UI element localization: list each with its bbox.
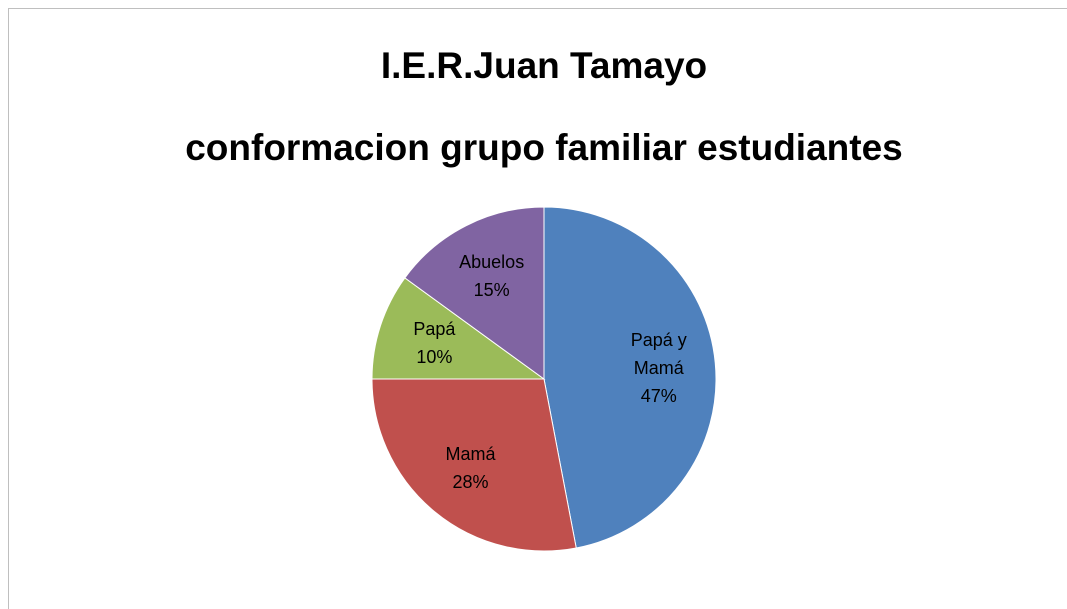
category-label: Papá y Mamá: [630, 330, 687, 379]
chart-title: conformacion grupo familiar estudiantes: [185, 127, 903, 168]
chart-title: I.E.R.Juan Tamayo: [381, 45, 707, 86]
slice-label: Papá y Mamá 47%: [617, 326, 701, 410]
category-label: Abuelos: [459, 252, 525, 273]
category-label: Mamá: [445, 443, 496, 464]
category-label: Papá: [413, 319, 456, 340]
value-label: 15%: [473, 280, 510, 301]
slice-label: Abuelos 15%: [450, 248, 534, 304]
pie-slice: [371, 277, 546, 380]
pie-slice: [371, 378, 577, 552]
value-label: 28%: [452, 471, 489, 492]
value-label: 10%: [416, 347, 453, 368]
pie-slice: [543, 206, 717, 549]
slice-label: Papá 10%: [392, 315, 476, 371]
value-label: 47%: [640, 386, 677, 407]
pie-slice: [404, 206, 545, 380]
slice-label: Mamá 28%: [429, 440, 513, 496]
